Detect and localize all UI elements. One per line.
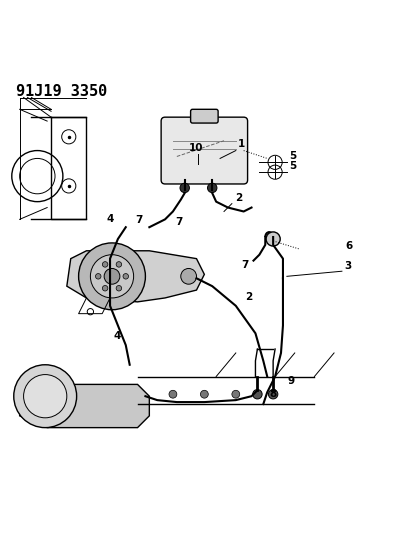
- Text: 1: 1: [238, 139, 245, 149]
- FancyBboxPatch shape: [191, 109, 218, 123]
- Circle shape: [266, 232, 280, 246]
- Polygon shape: [67, 251, 204, 302]
- Text: 2: 2: [246, 292, 253, 302]
- Circle shape: [268, 390, 278, 399]
- Text: 8: 8: [269, 390, 276, 399]
- Text: 91J19 3350: 91J19 3350: [16, 84, 107, 99]
- Text: 4: 4: [106, 214, 114, 224]
- Circle shape: [79, 243, 145, 310]
- Circle shape: [180, 183, 189, 192]
- Circle shape: [116, 286, 122, 291]
- Circle shape: [90, 255, 134, 298]
- Circle shape: [181, 269, 196, 284]
- Circle shape: [24, 375, 67, 418]
- Text: 3: 3: [344, 261, 351, 271]
- Circle shape: [95, 273, 101, 279]
- Polygon shape: [20, 384, 149, 427]
- Text: 5: 5: [289, 161, 296, 171]
- Circle shape: [123, 273, 129, 279]
- Text: 7: 7: [136, 215, 143, 225]
- FancyBboxPatch shape: [161, 117, 248, 184]
- Text: 7: 7: [242, 261, 249, 270]
- Circle shape: [116, 262, 122, 267]
- Text: 5: 5: [289, 151, 296, 161]
- Text: 9: 9: [288, 376, 295, 386]
- Text: 7: 7: [175, 217, 182, 227]
- Text: 6: 6: [346, 241, 353, 251]
- Text: 2: 2: [235, 193, 242, 203]
- Circle shape: [232, 390, 240, 398]
- Circle shape: [104, 269, 120, 284]
- Circle shape: [253, 390, 262, 399]
- Circle shape: [200, 390, 208, 398]
- Circle shape: [14, 365, 77, 427]
- Circle shape: [102, 262, 108, 267]
- Text: 4: 4: [114, 331, 121, 341]
- Text: 10: 10: [189, 143, 204, 154]
- Circle shape: [208, 183, 217, 192]
- Circle shape: [102, 286, 108, 291]
- Circle shape: [169, 390, 177, 398]
